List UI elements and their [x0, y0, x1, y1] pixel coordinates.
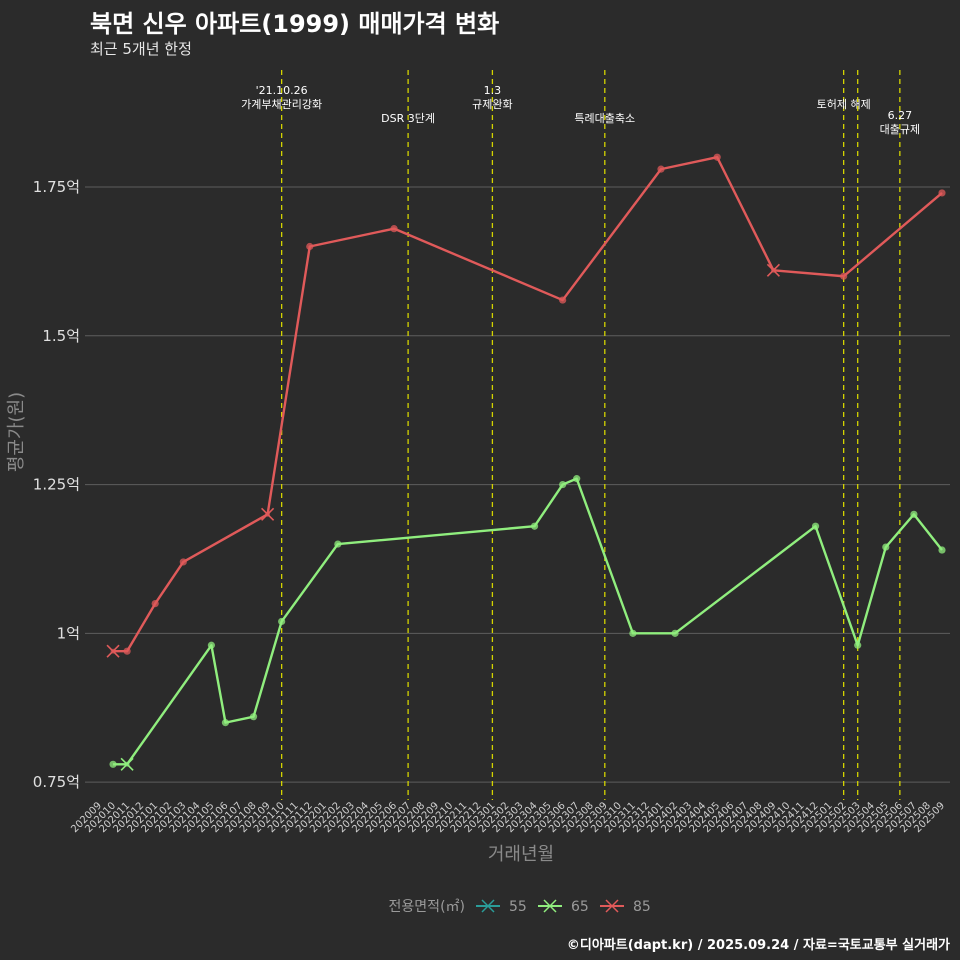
data-point	[840, 272, 848, 280]
legend-label: 55	[509, 899, 527, 915]
gridlines	[85, 186, 950, 783]
data-point-cross	[261, 507, 275, 521]
chart-subtitle: 최근 5개년 한정	[90, 40, 192, 58]
data-point-cross	[766, 263, 780, 277]
data-point	[179, 558, 187, 566]
y-tick-label: 0.75억	[33, 773, 80, 791]
event-label: 6.27	[888, 109, 913, 122]
cross-center	[770, 267, 776, 273]
event-label: 토허제 해제	[817, 97, 871, 111]
data-point	[249, 713, 258, 721]
data-point	[390, 225, 398, 233]
event-label: '21.10.26	[256, 84, 308, 97]
y-tick-label: 1.75억	[33, 178, 80, 196]
data-point	[334, 540, 342, 548]
data-point	[910, 510, 918, 518]
data-series	[106, 153, 946, 771]
data-point	[123, 647, 131, 655]
series-line-85	[113, 156, 943, 653]
data-point-cross	[106, 644, 120, 658]
data-point	[811, 522, 820, 530]
data-point	[629, 629, 637, 637]
series-line-65	[113, 477, 943, 766]
data-point	[207, 641, 215, 649]
data-point	[151, 599, 159, 608]
cross-center	[110, 648, 116, 654]
data-point-cross	[120, 757, 134, 771]
data-point	[306, 242, 314, 251]
data-point	[854, 641, 862, 649]
event-label: 특례대출축소	[574, 112, 635, 125]
y-tick-label: 1.5억	[42, 327, 80, 345]
x-axis-title: 거래년월	[488, 844, 554, 865]
y-axis-ticks: 0.75억 1억 1.25억 1.5억 1.75억	[33, 178, 80, 791]
y-axis-title: 평균가(원)	[6, 392, 27, 472]
data-point	[530, 522, 539, 530]
legend-swatch-cross	[481, 899, 495, 913]
legend-entry-55: 55	[476, 899, 527, 915]
cross-center	[124, 761, 130, 767]
legend: 전용면적(㎡) 55 65 85	[389, 899, 651, 915]
legend-swatch-cross	[605, 899, 619, 913]
event-label: 규제완화	[472, 98, 512, 111]
data-point	[573, 475, 581, 483]
legend-label: 65	[571, 899, 589, 915]
legend-title: 전용면적(㎡)	[389, 899, 465, 915]
x-axis-ticks: 2020092020102020112020122021012021022021…	[69, 800, 947, 835]
legend-label: 85	[633, 899, 651, 915]
legend-entry-65: 65	[538, 899, 589, 915]
event-label: 가계부채관리강화	[241, 98, 322, 111]
event-label: 1.3	[484, 84, 502, 97]
event-label: DSR 3단계	[381, 112, 435, 125]
data-point	[109, 760, 117, 768]
chart-title: 북면 신우 아파트(1999) 매매가격 변화	[90, 10, 500, 38]
data-point	[882, 543, 890, 551]
data-point	[713, 153, 721, 161]
data-point	[278, 617, 286, 626]
data-point	[221, 719, 230, 727]
data-point	[671, 629, 679, 637]
legend-swatch-cross	[543, 899, 557, 913]
source-caption: ©디아파트(dapt.kr) / 2025.09.24 / 자료=국토교통부 실…	[566, 938, 950, 953]
data-point	[559, 296, 567, 304]
data-point	[559, 480, 567, 489]
event-label: 대출규제	[880, 123, 920, 136]
data-point	[938, 189, 946, 197]
y-tick-label: 1억	[57, 624, 80, 642]
data-point	[657, 165, 665, 173]
y-tick-label: 1.25억	[33, 476, 80, 494]
cross-center	[265, 511, 271, 517]
data-point	[938, 546, 946, 554]
legend-entry-85: 85	[600, 899, 651, 915]
